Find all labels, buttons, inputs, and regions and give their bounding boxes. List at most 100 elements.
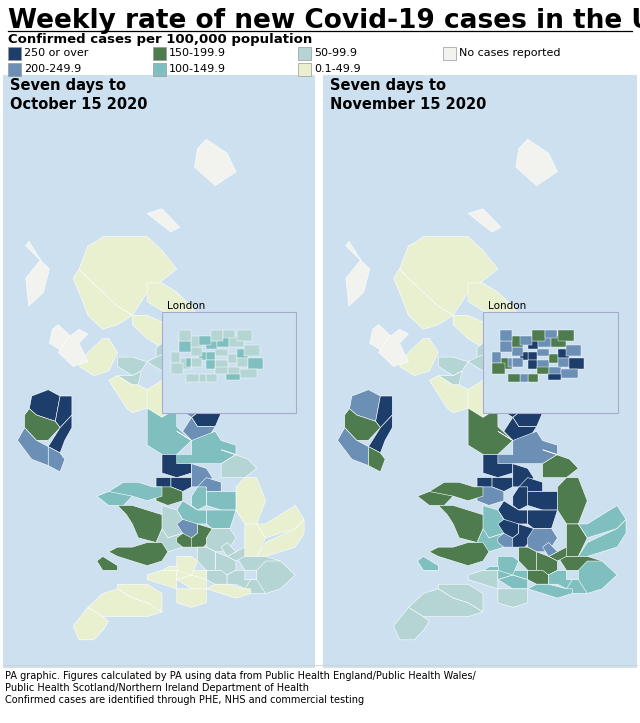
Polygon shape [191, 336, 202, 347]
Polygon shape [468, 353, 492, 371]
Polygon shape [579, 519, 626, 557]
Polygon shape [118, 357, 147, 376]
Text: Confirmed cases are identified through PHE, NHS and commercial testing: Confirmed cases are identified through P… [5, 695, 364, 705]
Polygon shape [399, 338, 438, 376]
Polygon shape [206, 510, 236, 529]
Polygon shape [156, 478, 171, 492]
Bar [153, 47, 166, 60]
Polygon shape [198, 374, 206, 382]
Polygon shape [569, 358, 584, 369]
Polygon shape [182, 417, 215, 440]
Polygon shape [477, 478, 492, 492]
Polygon shape [198, 336, 211, 345]
Polygon shape [537, 349, 549, 356]
Polygon shape [217, 336, 229, 347]
Polygon shape [408, 589, 483, 617]
Polygon shape [527, 374, 538, 382]
Polygon shape [399, 236, 498, 315]
Bar [3, 75, 315, 668]
Polygon shape [211, 330, 223, 341]
Polygon shape [536, 552, 557, 575]
Polygon shape [438, 371, 462, 385]
Polygon shape [257, 519, 304, 557]
Polygon shape [513, 463, 534, 487]
Polygon shape [483, 455, 513, 478]
Polygon shape [236, 557, 280, 570]
Polygon shape [498, 575, 528, 589]
Text: 150-199.9: 150-199.9 [169, 48, 226, 58]
Polygon shape [109, 542, 168, 565]
Polygon shape [498, 589, 528, 607]
Polygon shape [58, 329, 88, 367]
Polygon shape [236, 524, 266, 557]
Polygon shape [477, 505, 504, 538]
Polygon shape [520, 374, 527, 382]
Bar [483, 312, 618, 413]
Polygon shape [468, 408, 513, 455]
Polygon shape [498, 371, 528, 417]
Polygon shape [498, 501, 528, 524]
Polygon shape [177, 534, 198, 547]
Polygon shape [498, 534, 519, 547]
Polygon shape [528, 584, 572, 598]
Polygon shape [191, 347, 202, 356]
Polygon shape [468, 209, 501, 232]
Polygon shape [118, 584, 162, 612]
Polygon shape [498, 306, 519, 329]
Polygon shape [345, 408, 380, 440]
Text: Weekly rate of new Covid-19 cases in the UK: Weekly rate of new Covid-19 cases in the… [8, 8, 640, 34]
Polygon shape [223, 330, 236, 338]
Polygon shape [545, 330, 557, 338]
Bar [323, 75, 637, 668]
Polygon shape [147, 353, 171, 371]
Text: 250 or over: 250 or over [24, 48, 88, 58]
Polygon shape [528, 492, 557, 510]
Text: Seven days to
November 15 2020: Seven days to November 15 2020 [330, 78, 486, 112]
Polygon shape [500, 341, 512, 351]
Polygon shape [369, 447, 385, 472]
Polygon shape [257, 505, 304, 538]
Polygon shape [191, 408, 221, 427]
Polygon shape [477, 487, 504, 505]
Polygon shape [537, 360, 549, 372]
Polygon shape [171, 478, 191, 492]
Polygon shape [26, 241, 49, 306]
Polygon shape [226, 374, 240, 380]
Polygon shape [508, 374, 520, 382]
Polygon shape [550, 336, 566, 347]
Polygon shape [227, 570, 257, 589]
Polygon shape [508, 358, 512, 367]
Polygon shape [492, 363, 504, 374]
Polygon shape [516, 140, 557, 186]
Text: Confirmed cases per 100,000 population: Confirmed cases per 100,000 population [8, 33, 312, 46]
Polygon shape [236, 478, 266, 524]
Polygon shape [417, 492, 453, 505]
Polygon shape [504, 417, 536, 440]
Polygon shape [248, 358, 263, 369]
Polygon shape [109, 376, 147, 413]
Polygon shape [543, 542, 557, 557]
Polygon shape [228, 354, 237, 363]
Polygon shape [156, 487, 182, 505]
Text: Public Health Scotland/Northern Ireland Department of Health: Public Health Scotland/Northern Ireland … [5, 683, 309, 693]
Bar [162, 312, 296, 413]
Polygon shape [557, 557, 602, 570]
Polygon shape [109, 482, 162, 501]
Polygon shape [370, 325, 394, 353]
Polygon shape [132, 315, 177, 348]
Polygon shape [177, 589, 206, 607]
Polygon shape [186, 358, 191, 367]
Polygon shape [227, 547, 245, 561]
Polygon shape [206, 570, 227, 584]
Text: Seven days to
October 15 2020: Seven days to October 15 2020 [10, 78, 147, 112]
Polygon shape [548, 547, 566, 561]
Polygon shape [229, 336, 244, 347]
Polygon shape [177, 575, 206, 589]
Polygon shape [97, 557, 118, 570]
Polygon shape [548, 570, 579, 589]
Polygon shape [177, 371, 206, 417]
Polygon shape [527, 341, 538, 349]
Polygon shape [429, 542, 489, 565]
Polygon shape [206, 360, 216, 369]
Polygon shape [206, 351, 216, 360]
